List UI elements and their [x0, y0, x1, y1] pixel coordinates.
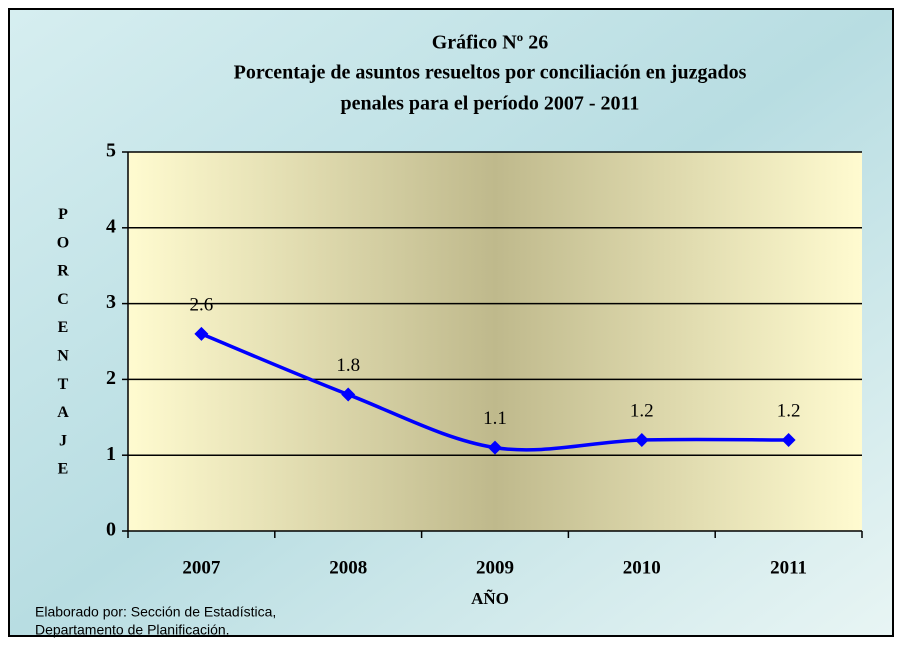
chart-title: Porcentaje de asuntos resueltos por conc…: [234, 62, 747, 84]
y-tick-label: 2: [106, 367, 116, 389]
data-label: 1.8: [336, 355, 360, 376]
chart-title: Gráfico Nº 26: [432, 32, 549, 54]
y-tick-label: 1: [106, 443, 116, 465]
data-label: 2.6: [190, 294, 214, 315]
data-label: 1.1: [483, 408, 507, 429]
footnote: Departamento de Planificación.: [35, 622, 230, 638]
y-tick-label: 4: [106, 215, 116, 237]
data-label: 1.2: [777, 400, 801, 421]
marker: [781, 433, 796, 448]
x-tick-label: 2009: [476, 557, 514, 578]
x-axis-label: AÑO: [471, 589, 509, 608]
plot-area: [128, 152, 862, 531]
x-tick-label: 2007: [182, 557, 221, 578]
marker: [488, 440, 502, 455]
marker: [194, 326, 209, 341]
x-tick-label: 2011: [770, 557, 807, 578]
x-tick-label: 2010: [623, 557, 661, 578]
marker: [634, 433, 649, 448]
footnote: Elaborado por: Sección de Estadística,: [35, 604, 276, 620]
x-tick-label: 2008: [329, 557, 367, 578]
y-tick-label: 3: [106, 291, 116, 313]
marker: [341, 387, 356, 402]
y-tick-label: 5: [106, 140, 116, 162]
chart-title: penales para el período 2007 - 2011: [341, 93, 640, 115]
data-label: 1.2: [630, 400, 654, 421]
y-tick-label: 0: [106, 519, 116, 541]
